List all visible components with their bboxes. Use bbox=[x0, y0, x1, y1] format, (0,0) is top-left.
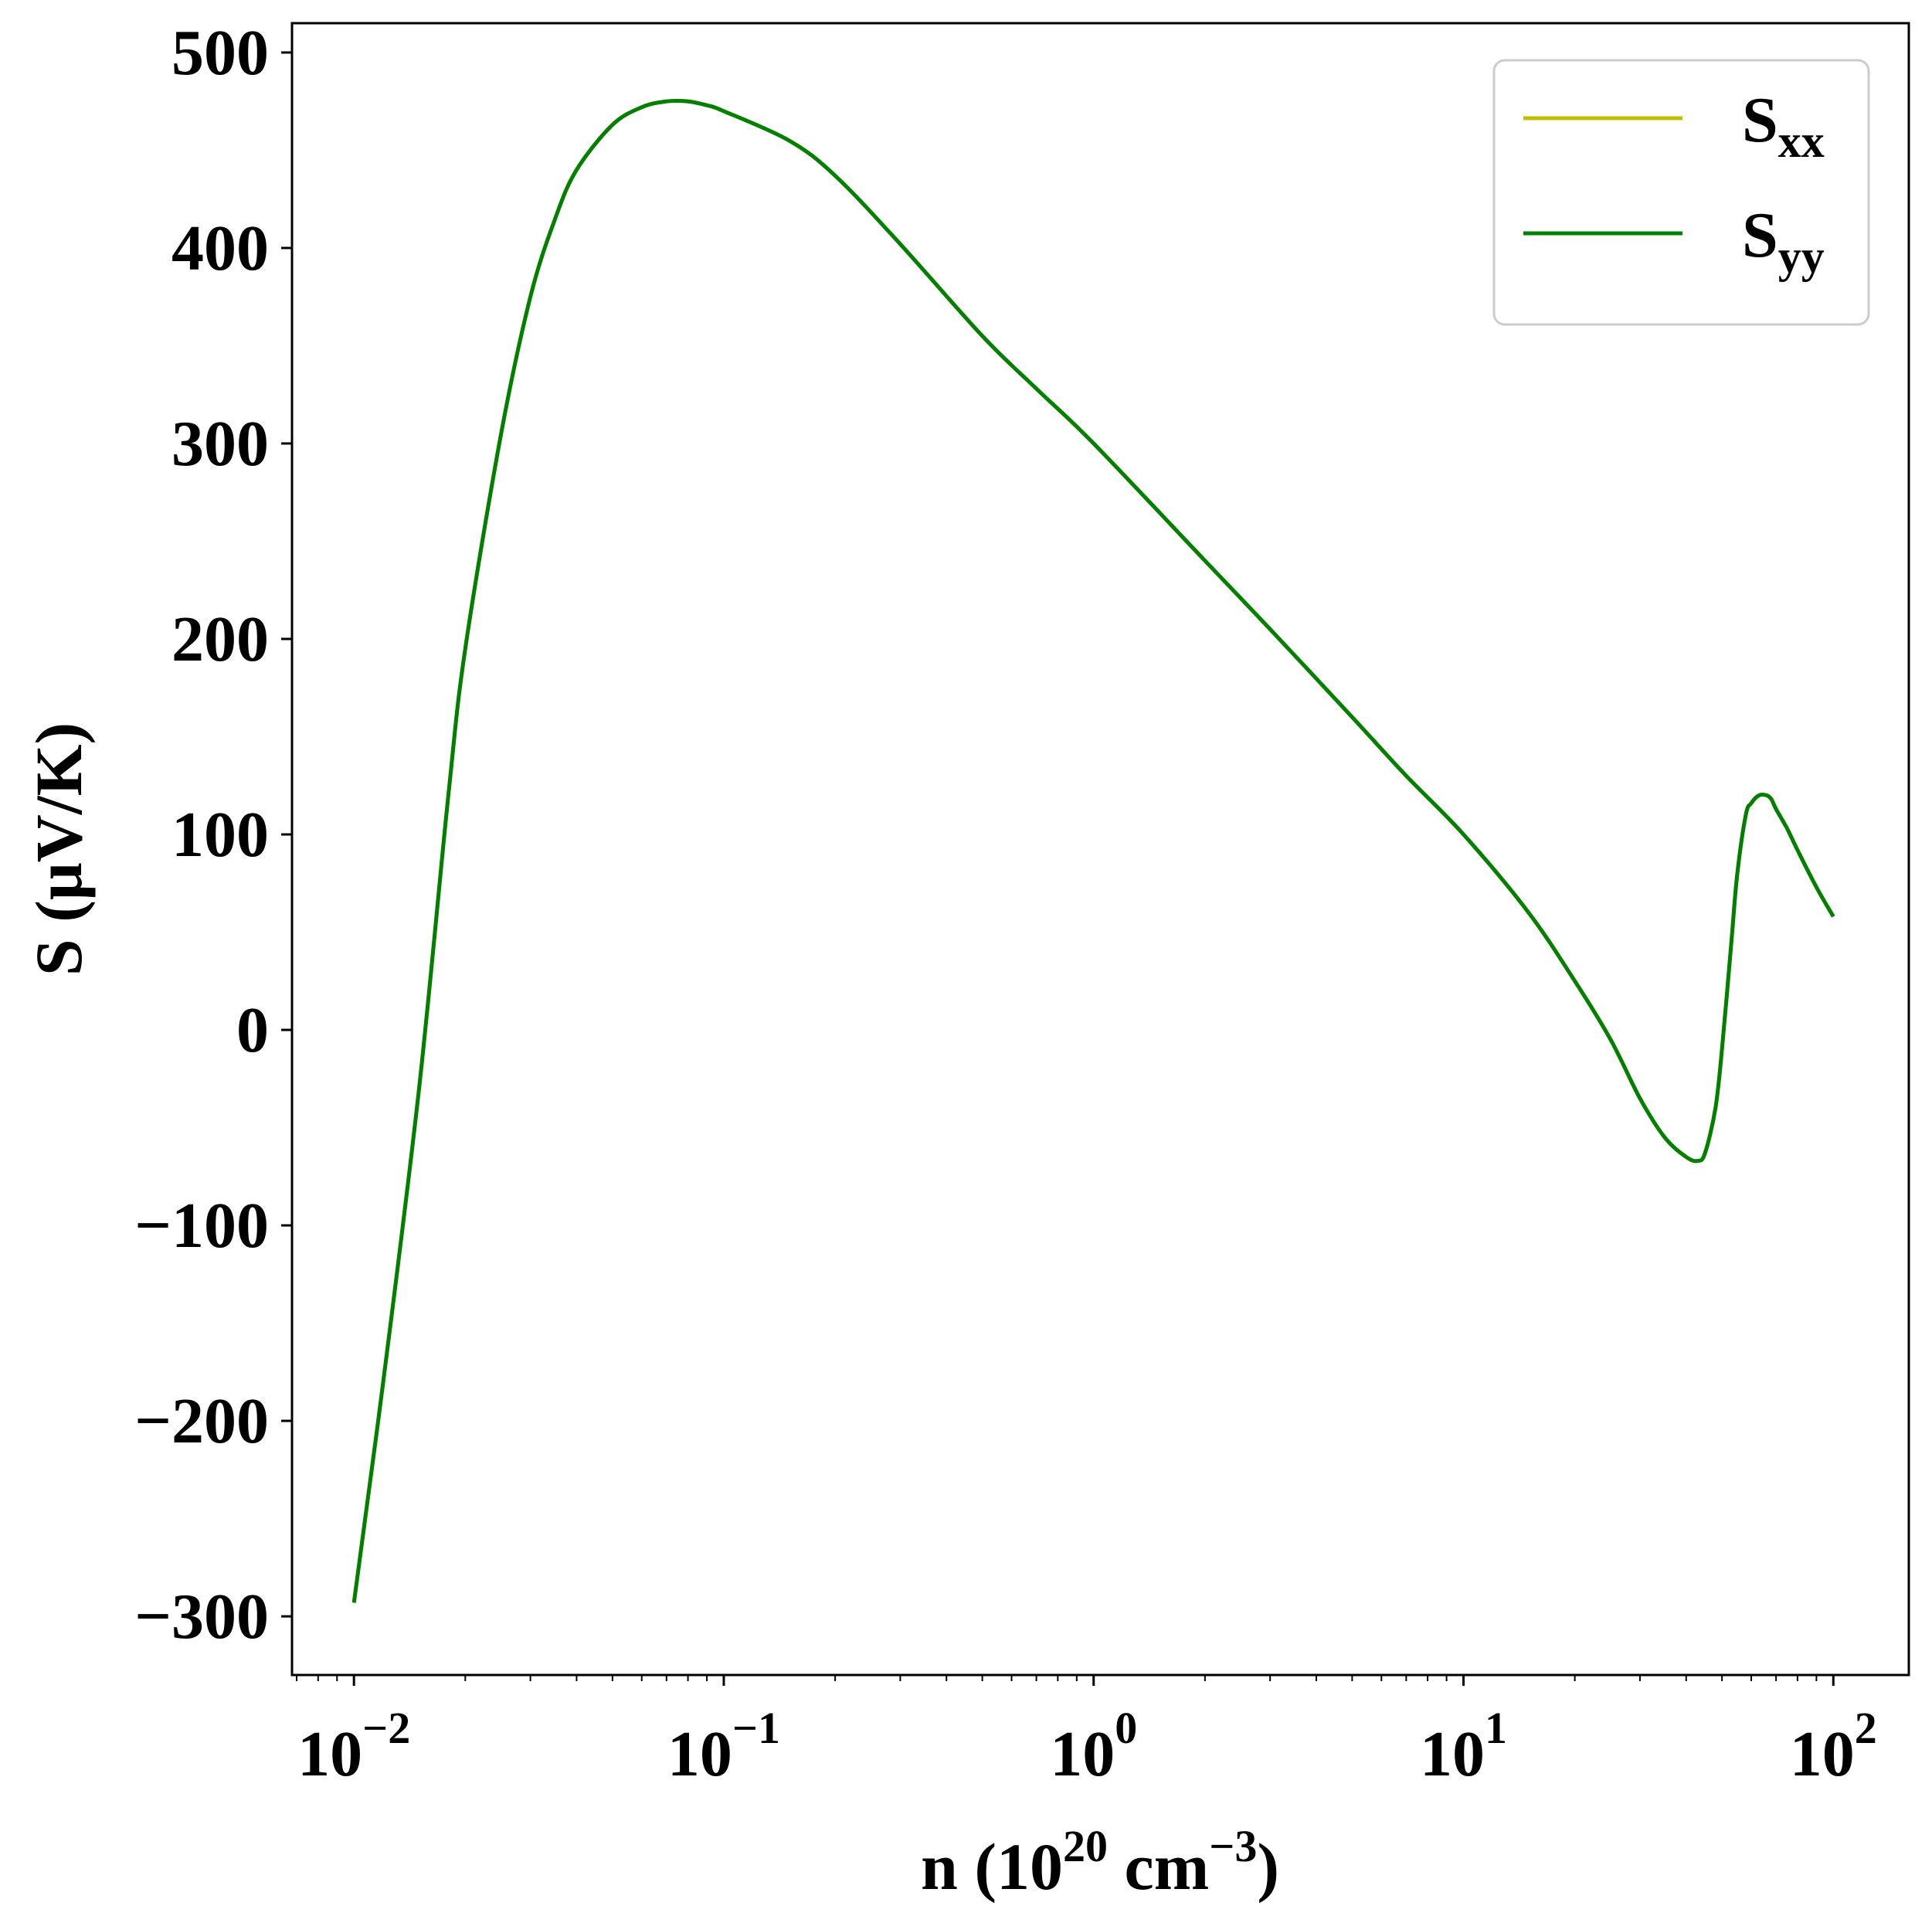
y-tick-label-4: 100 bbox=[171, 799, 269, 871]
x-tick-label-3: 101 bbox=[1420, 1703, 1507, 1790]
y-tick-label-3: 200 bbox=[171, 603, 269, 675]
y-tick-label-1: 400 bbox=[171, 212, 269, 284]
x-tick-label-base-3: 10 bbox=[1420, 1718, 1485, 1790]
x-tick-label-0: 10−2 bbox=[297, 1703, 410, 1790]
y-tick-label-0: 500 bbox=[171, 17, 269, 89]
x-axis-title-mid: cm bbox=[1108, 1830, 1209, 1904]
x-tick-label-base-0: 10 bbox=[297, 1718, 362, 1790]
x-tick-label-base-1: 10 bbox=[667, 1718, 732, 1790]
x-axis-title-end: ) bbox=[1257, 1830, 1279, 1904]
x-axis-title-base: n (10 bbox=[921, 1830, 1063, 1904]
legend: Sxx Syy bbox=[1492, 59, 1870, 326]
legend-box bbox=[1492, 59, 1870, 326]
x-axis-title: n (1020 cm−3) bbox=[921, 1821, 1279, 1904]
plot-frame bbox=[290, 22, 1910, 1677]
legend-label-syy: Syy bbox=[1742, 199, 1825, 282]
x-tick-label-2: 100 bbox=[1050, 1703, 1137, 1790]
y-axis-title: S (μV/K) bbox=[22, 722, 96, 976]
legend-label-syy-base: S bbox=[1742, 199, 1778, 271]
legend-label-syy-sub: yy bbox=[1778, 231, 1825, 282]
x-tick-label-exp-0: −2 bbox=[362, 1703, 410, 1753]
y-tick-label-8: −300 bbox=[134, 1581, 269, 1653]
y-tick-label-2: 300 bbox=[171, 408, 269, 480]
legend-label-sxx-sub: xx bbox=[1778, 116, 1825, 167]
y-tick-label-5: 0 bbox=[236, 994, 269, 1066]
y-tick-label-6: −100 bbox=[134, 1190, 269, 1262]
x-tick-label-base-2: 10 bbox=[1050, 1718, 1115, 1790]
x-tick-label-exp-4: 2 bbox=[1855, 1703, 1877, 1753]
x-tick-label-4: 102 bbox=[1790, 1703, 1877, 1790]
x-axis-title-exp2: −3 bbox=[1209, 1821, 1257, 1871]
x-tick-label-exp-3: 1 bbox=[1485, 1703, 1507, 1753]
x-tick-label-exp-2: 0 bbox=[1115, 1703, 1137, 1753]
x-tick-label-1: 10−1 bbox=[667, 1703, 780, 1790]
series-layer bbox=[351, 98, 1835, 1603]
x-tick-label-base-4: 10 bbox=[1790, 1718, 1855, 1790]
x-tick-label-exp-1: −1 bbox=[732, 1703, 780, 1753]
legend-label-sxx-base: S bbox=[1742, 84, 1778, 156]
series-line-sxx bbox=[351, 98, 1835, 1603]
series-line-syy bbox=[351, 98, 1835, 1603]
x-axis-title-exp1: 20 bbox=[1063, 1821, 1108, 1871]
y-tick-label-7: −200 bbox=[134, 1385, 269, 1457]
legend-label-sxx: Sxx bbox=[1742, 84, 1825, 167]
axis-ticks bbox=[281, 51, 1835, 1686]
